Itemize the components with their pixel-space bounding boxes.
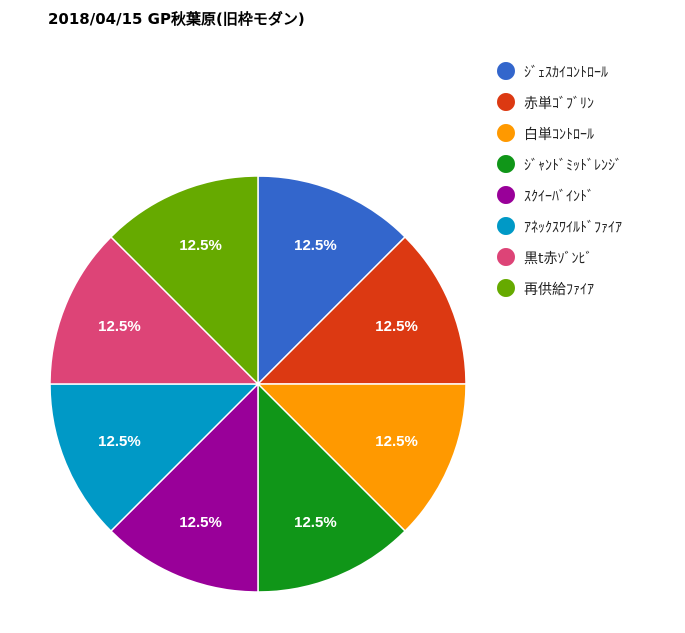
legend-marker-icon — [497, 279, 515, 297]
legend-item[interactable]: ｼﾞｬﾝﾄﾞﾐｯﾄﾞﾚﾝｼﾞ — [497, 153, 682, 184]
slice-percent-label: 12.5% — [98, 318, 141, 335]
legend-marker-icon — [497, 124, 515, 142]
slice-percent-label: 12.5% — [375, 433, 418, 450]
legend-label: 黒t赤ｿﾞﾝﾋﾞ — [524, 251, 593, 267]
legend-marker-icon — [497, 248, 515, 266]
legend-label: ｱﾈｯｸｽﾜｲﾙﾄﾞﾌｧｲｱ — [524, 220, 622, 236]
slice-percent-label: 12.5% — [294, 514, 337, 531]
pie-slice[interactable] — [256, 383, 467, 533]
legend: ｼﾞｪｽｶｲｺﾝﾄﾛｰﾙ 赤単ｺﾞﾌﾞﾘﾝ 白単ｺﾝﾄﾛｰﾙ ｼﾞｬﾝﾄﾞﾐｯﾄ… — [497, 60, 682, 308]
pie-slice[interactable] — [257, 382, 407, 593]
slice-percent-label: 12.5% — [294, 237, 337, 254]
legend-marker-icon — [497, 93, 515, 111]
legend-item[interactable]: ｼﾞｪｽｶｲｺﾝﾄﾛｰﾙ — [497, 60, 682, 91]
legend-marker-icon — [497, 155, 515, 173]
pie-slice[interactable] — [49, 235, 260, 385]
legend-marker-icon — [497, 62, 515, 80]
slice-percent-label: 12.5% — [375, 318, 418, 335]
pie-slice[interactable] — [109, 175, 259, 386]
legend-marker-icon — [497, 217, 515, 235]
slice-percent-label: 12.5% — [98, 433, 141, 450]
legend-item[interactable]: 白単ｺﾝﾄﾛｰﾙ — [497, 122, 682, 153]
legend-item[interactable]: 黒t赤ｿﾞﾝﾋﾞ — [497, 246, 682, 277]
legend-label: 再供給ﾌｧｲｱ — [524, 282, 594, 298]
legend-label: ｽｸｲｰﾊﾞｲﾝﾄﾞ — [524, 189, 594, 205]
legend-label: 白単ｺﾝﾄﾛｰﾙ — [524, 127, 594, 143]
legend-item[interactable]: ｱﾈｯｸｽﾜｲﾙﾄﾞﾌｧｲｱ — [497, 215, 682, 246]
pie-slice[interactable] — [49, 383, 260, 533]
slice-percent-label: 12.5% — [179, 514, 222, 531]
legend-label: 赤単ｺﾞﾌﾞﾘﾝ — [524, 96, 594, 112]
slice-percent-label: 12.5% — [179, 237, 222, 254]
legend-item[interactable]: ｽｸｲｰﾊﾞｲﾝﾄﾞ — [497, 184, 682, 215]
pie-slice[interactable] — [109, 382, 259, 593]
legend-label: ｼﾞｪｽｶｲｺﾝﾄﾛｰﾙ — [524, 65, 608, 81]
legend-marker-icon — [497, 186, 515, 204]
pie-slice[interactable] — [257, 175, 407, 386]
legend-item[interactable]: 再供給ﾌｧｲｱ — [497, 277, 682, 308]
legend-label: ｼﾞｬﾝﾄﾞﾐｯﾄﾞﾚﾝｼﾞ — [524, 158, 622, 174]
pie-slice[interactable] — [256, 235, 467, 385]
chart-title: 2018/04/15 GP秋葉原(旧枠モダン) — [48, 10, 305, 28]
legend-item[interactable]: 赤単ｺﾞﾌﾞﾘﾝ — [497, 91, 682, 122]
